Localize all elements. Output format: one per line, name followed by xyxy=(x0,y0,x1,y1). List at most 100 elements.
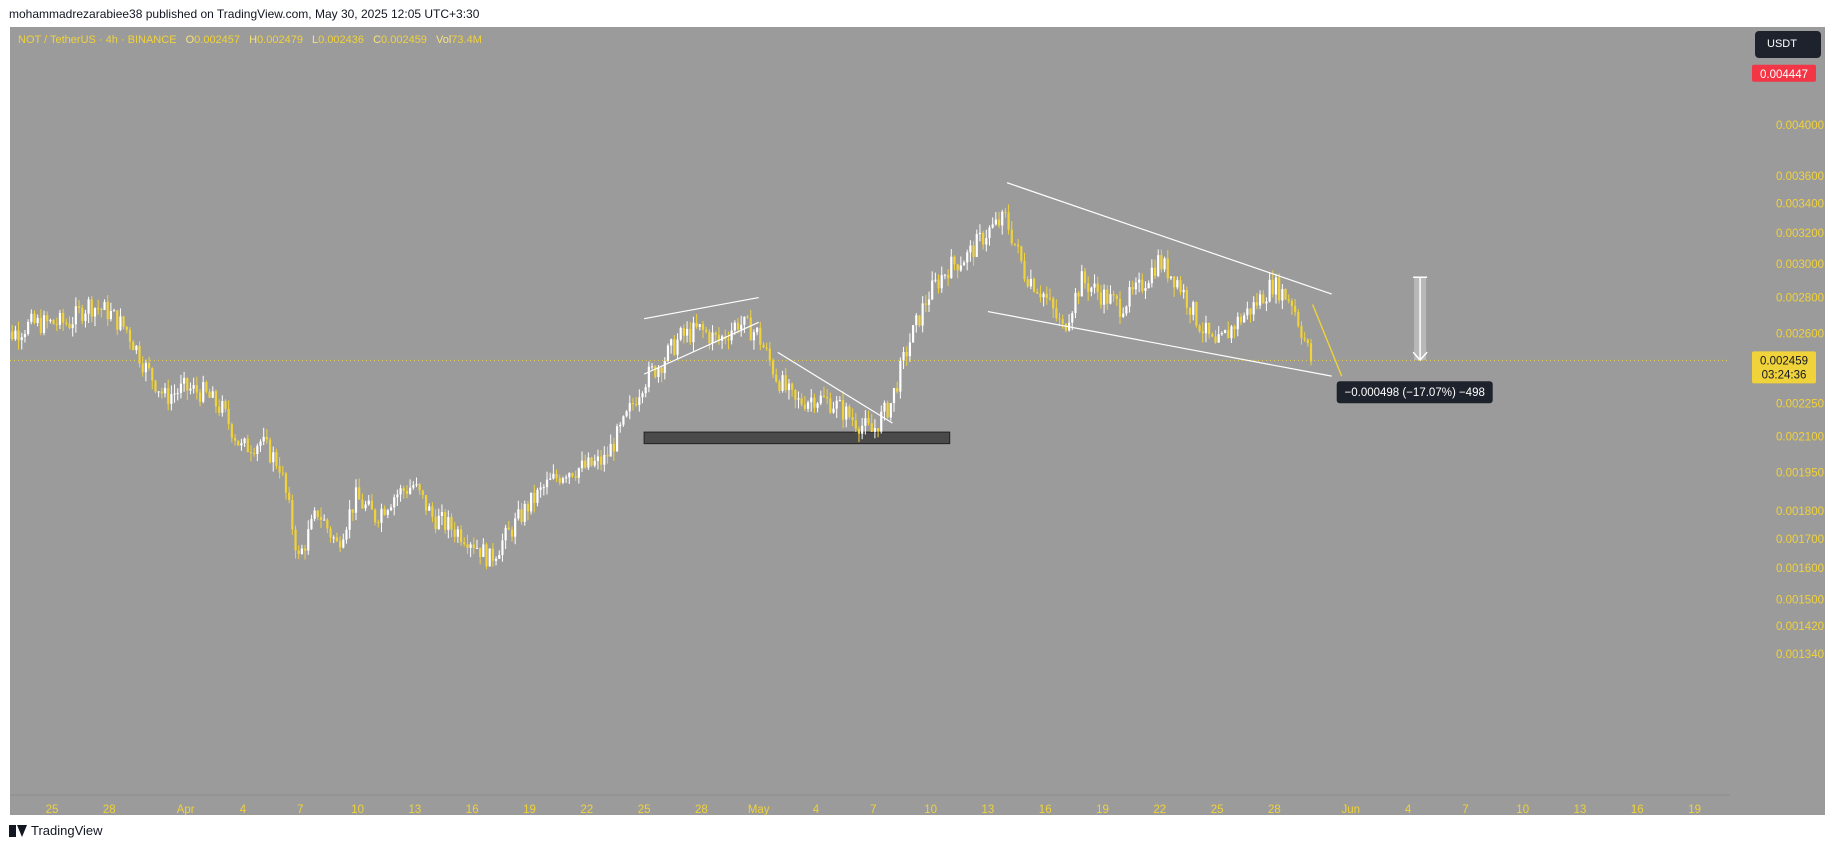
candle-body xyxy=(364,504,367,509)
candle-body xyxy=(905,351,908,357)
candle-body xyxy=(1258,294,1262,306)
candle-body xyxy=(402,488,405,491)
candle-body xyxy=(663,360,666,374)
candle-body xyxy=(281,472,284,474)
candle-body xyxy=(806,402,810,409)
candle-body xyxy=(122,316,125,327)
candle-body xyxy=(988,227,991,239)
candle-body xyxy=(1141,279,1144,291)
candle-body xyxy=(590,457,593,466)
candle-body xyxy=(198,392,202,402)
candle-body xyxy=(1278,277,1281,301)
time-axis-label: 28 xyxy=(1268,804,1281,815)
candle-body xyxy=(1020,246,1023,261)
symbol-title: NOT / TetherUS · 4h · BINANCE xyxy=(18,34,177,46)
candle-body xyxy=(743,316,746,325)
candle-body xyxy=(488,548,491,567)
candle-body xyxy=(1306,339,1309,344)
price-axis-label: 0.001500 xyxy=(1776,594,1824,606)
candle-body xyxy=(940,275,943,289)
candle-body xyxy=(418,484,421,491)
candle-body xyxy=(456,529,459,537)
candle-body xyxy=(112,310,116,312)
candle-body xyxy=(558,478,561,483)
candle-body xyxy=(1204,322,1208,334)
candle-body xyxy=(329,528,332,538)
candle-body xyxy=(97,308,100,310)
candle-body xyxy=(867,418,870,424)
candle-body xyxy=(934,279,937,281)
candle-body xyxy=(542,487,545,489)
channel-lower-line xyxy=(987,310,1332,377)
candle-body xyxy=(354,487,358,513)
candle-body xyxy=(256,445,259,455)
high-key: H xyxy=(249,34,258,46)
candle-body xyxy=(265,436,268,440)
time-axis-label: 7 xyxy=(297,804,303,815)
symbol-legend: NOT / TetherUS · 4h · BINANCE O0.002457 … xyxy=(18,34,482,46)
candle-body xyxy=(813,397,816,408)
time-axis-label: 13 xyxy=(982,804,995,815)
candle-body xyxy=(1195,302,1198,326)
candle-body xyxy=(230,424,233,438)
candle-body xyxy=(628,403,631,412)
candle-body xyxy=(1233,326,1236,330)
candle-body xyxy=(1239,316,1243,323)
candle-body xyxy=(412,485,415,488)
candle-body xyxy=(294,529,297,551)
candle-body xyxy=(491,548,494,561)
candle-body xyxy=(1147,283,1150,289)
candle-body xyxy=(179,383,183,394)
candle-body xyxy=(892,388,896,404)
candle-body xyxy=(11,331,14,340)
candle-body xyxy=(1179,280,1182,293)
candle-body xyxy=(14,330,17,340)
candle-body xyxy=(444,512,447,530)
candle-body xyxy=(1061,319,1064,324)
candle-body xyxy=(880,411,883,432)
candle-body xyxy=(183,377,186,384)
candle-body xyxy=(695,322,698,328)
time-axis-label: 10 xyxy=(924,804,937,815)
candle-body xyxy=(730,330,733,341)
candle-body xyxy=(845,406,848,420)
candle-body xyxy=(1163,258,1166,270)
candle-body xyxy=(1153,267,1157,276)
candle-body xyxy=(994,219,997,225)
candle-body xyxy=(523,503,526,522)
open-value: 0.002457 xyxy=(194,34,241,46)
candle-body xyxy=(603,454,606,465)
chart-pane[interactable]: 0.004000 0.003600 0.003400 0.003200 0.003000… xyxy=(10,27,1825,815)
candle-body xyxy=(631,403,635,405)
candle-body xyxy=(673,339,676,355)
candle-body xyxy=(676,339,679,355)
tradingview-logo[interactable]: TradingView xyxy=(9,823,103,838)
candle-body xyxy=(1300,325,1303,339)
candle-body xyxy=(479,547,482,557)
candle-body xyxy=(647,366,650,388)
candle-body xyxy=(221,401,224,413)
candle-body xyxy=(565,477,568,479)
candle-body xyxy=(326,519,329,529)
candle-body xyxy=(367,500,370,505)
candle-body xyxy=(1268,279,1271,302)
candle-body xyxy=(27,321,30,335)
price-axis-label: 0.002100 xyxy=(1776,432,1824,444)
candle-body xyxy=(765,347,768,349)
price-chart[interactable]: 0.004000 0.003600 0.003400 0.003200 0.003000… xyxy=(10,27,1825,815)
candle-body xyxy=(956,264,959,271)
candle-body xyxy=(74,306,77,325)
candle-body xyxy=(883,402,886,412)
candle-body xyxy=(1144,288,1147,291)
time-axis-label: 4 xyxy=(240,804,247,815)
candle-body xyxy=(1281,288,1284,301)
candle-body xyxy=(233,437,237,441)
candle-body xyxy=(428,506,431,511)
candle-body xyxy=(822,395,826,397)
candle-body xyxy=(77,306,81,308)
candle-body xyxy=(529,492,533,512)
candle-body xyxy=(864,418,867,426)
candle-body xyxy=(300,548,303,554)
candle-body xyxy=(520,509,523,522)
currency-button[interactable]: USDT xyxy=(1755,31,1821,58)
